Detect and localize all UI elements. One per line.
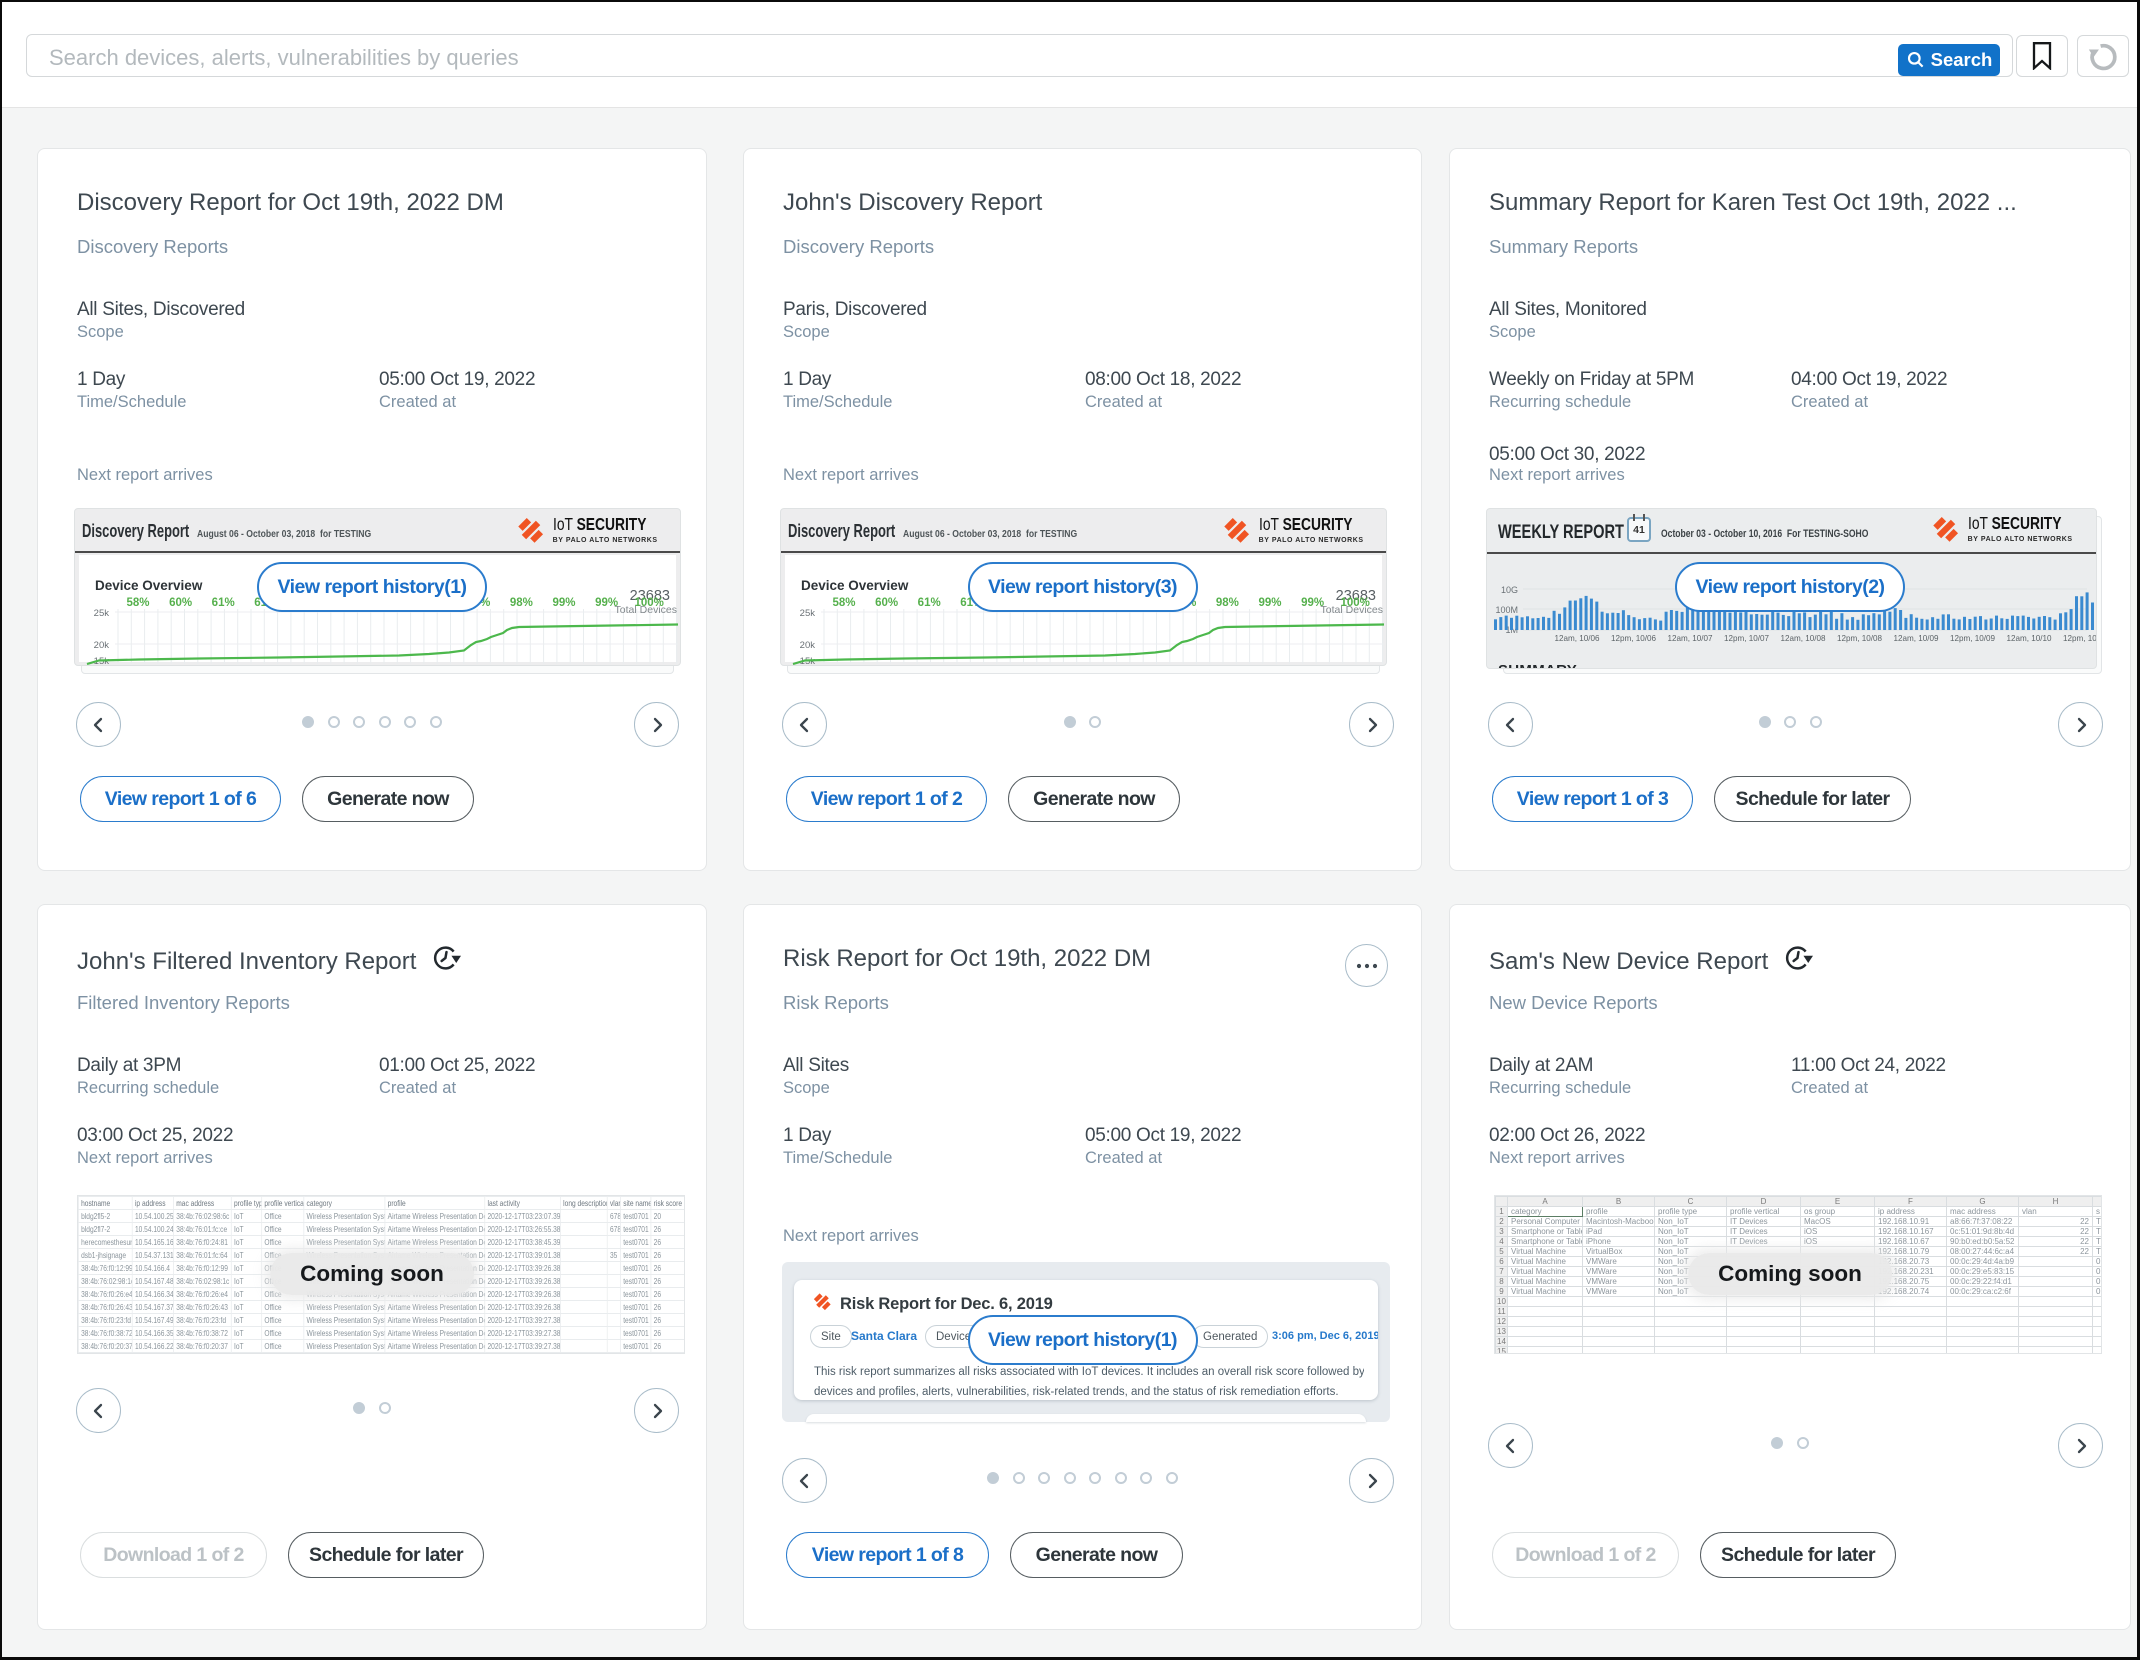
svg-text:20k: 20k — [800, 640, 816, 651]
svg-text:99%: 99% — [552, 597, 575, 609]
svg-text:100%: 100% — [634, 597, 663, 609]
svg-text:10G: 10G — [1501, 585, 1518, 595]
svg-text:98%: 98% — [510, 597, 533, 609]
svg-text:60%: 60% — [875, 597, 898, 609]
svg-text:61%: 61% — [918, 597, 941, 609]
svg-text:58%: 58% — [832, 597, 855, 609]
svg-text:Device Overview: Device Overview — [801, 578, 909, 593]
svg-text:98%: 98% — [1216, 597, 1239, 609]
svg-text:99%: 99% — [1301, 597, 1324, 609]
svg-text:12pm, 10/10: 12pm, 10/10 — [2063, 633, 2097, 643]
svg-text:12pm, 10/08: 12pm, 10/08 — [1837, 633, 1882, 643]
svg-text:99%: 99% — [595, 597, 618, 609]
svg-text:20k: 20k — [94, 640, 110, 651]
svg-text:61%: 61% — [212, 597, 235, 609]
svg-text:12am, 10/08: 12am, 10/08 — [1781, 633, 1826, 643]
svg-text:100%: 100% — [1340, 597, 1369, 609]
svg-text:60%: 60% — [169, 597, 192, 609]
svg-text:58%: 58% — [126, 597, 149, 609]
svg-text:25k: 25k — [94, 608, 110, 619]
svg-text:12am, 10/10: 12am, 10/10 — [2007, 633, 2052, 643]
svg-text:99%: 99% — [1258, 597, 1281, 609]
svg-text:12pm, 10/09: 12pm, 10/09 — [1950, 633, 1995, 643]
svg-text:100M: 100M — [1495, 605, 1518, 615]
svg-text:12pm, 10/06: 12pm, 10/06 — [1611, 633, 1656, 643]
svg-text:12am, 10/06: 12am, 10/06 — [1555, 633, 1600, 643]
svg-text:Device Overview: Device Overview — [95, 578, 203, 593]
svg-text:23683: 23683 — [630, 588, 670, 604]
svg-text:12am, 10/07: 12am, 10/07 — [1668, 633, 1713, 643]
svg-text:23683: 23683 — [1336, 588, 1376, 604]
svg-text:25k: 25k — [800, 608, 816, 619]
svg-text:12am, 10/09: 12am, 10/09 — [1894, 633, 1939, 643]
svg-text:Total Devices: Total Devices — [1321, 604, 1383, 616]
svg-text:12pm, 10/07: 12pm, 10/07 — [1724, 633, 1769, 643]
svg-text:Total Devices: Total Devices — [615, 604, 677, 616]
